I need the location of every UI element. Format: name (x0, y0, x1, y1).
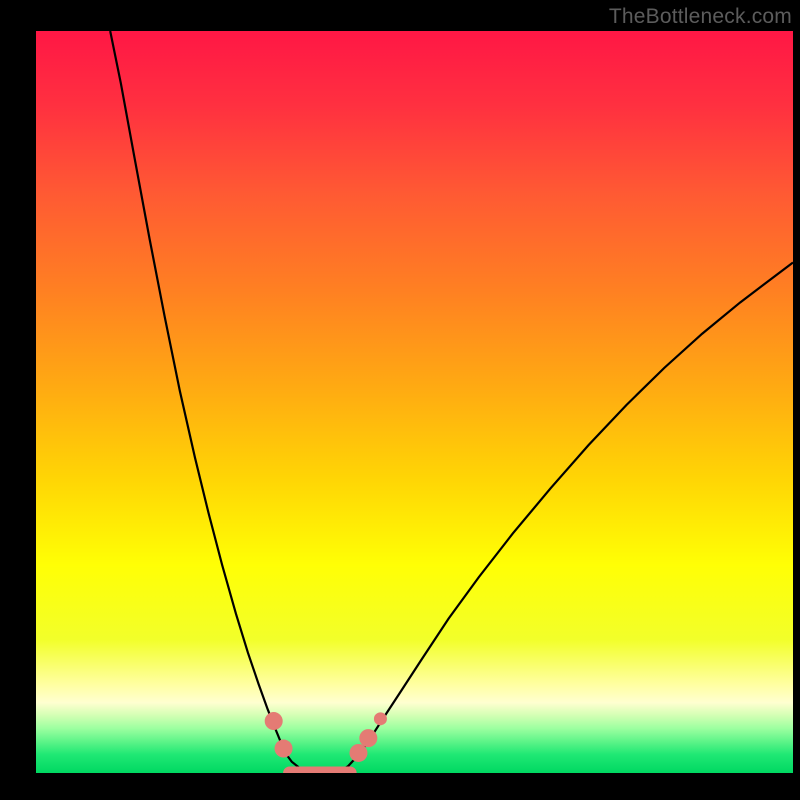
bottleneck-chart (36, 31, 793, 773)
gradient-background (36, 31, 793, 773)
data-marker (265, 712, 283, 730)
data-marker (359, 729, 377, 747)
data-marker (275, 740, 293, 758)
watermark-text: TheBottleneck.com (609, 5, 792, 29)
data-marker (349, 744, 367, 762)
data-marker (374, 712, 387, 725)
